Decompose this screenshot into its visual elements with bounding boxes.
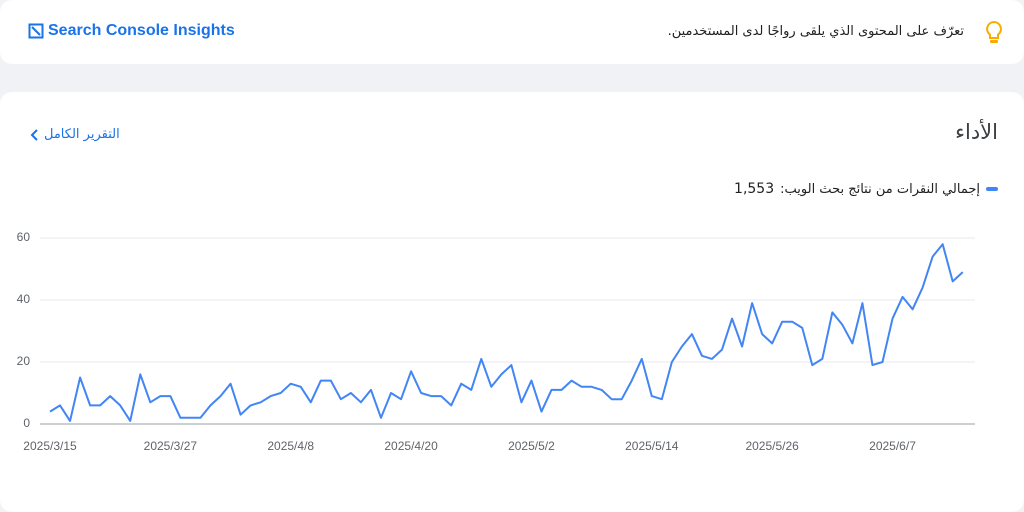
brand-icon: [28, 23, 44, 39]
line-series: [49, 243, 964, 422]
chevron: [30, 128, 38, 141]
full-report-link[interactable]: التقرير الكامل: [30, 127, 120, 142]
x-tick-label: 2025/3/27: [144, 439, 198, 453]
x-tick-label: 2025/5/26: [745, 439, 799, 453]
x-tick-label: 2025/5/14: [625, 439, 679, 453]
brand-name: Search Console Insights: [48, 22, 235, 39]
bulb-icon: [986, 20, 1002, 43]
x-tick-label: 2025/4/8: [267, 439, 314, 453]
y-tick-label: 0: [23, 416, 30, 430]
legend-total: 1,553: [734, 181, 775, 197]
legend-label: إجمالي النقرات من نتائج بحث الويب:: [780, 181, 980, 197]
top-bar: Search Console Insights تعرّف على المحتو…: [0, 0, 1024, 64]
y-tick-label: 20: [17, 354, 31, 368]
x-tick-label: 2025/3/15: [23, 439, 77, 453]
x-tick-label: 2025/4/20: [384, 439, 438, 453]
brand[interactable]: Search Console Insights: [28, 22, 235, 40]
legend: إجمالي النقرات من نتائج بحث الويب: 1,553: [734, 181, 998, 197]
y-tick-label: 40: [17, 292, 31, 306]
link-text[interactable]: التقرير الكامل: [44, 127, 120, 142]
legend-swatch: [986, 187, 998, 191]
x-tick-label: 2025/6/7: [869, 439, 916, 453]
card-title: الأداء: [955, 120, 998, 144]
chart: 0 20 40 60 2025/3/15 2025/3/27 2025/4/8 2025/4/…: [17, 230, 975, 453]
x-tick-label: 2025/5/2: [508, 439, 555, 453]
y-tick-label: 60: [17, 230, 31, 244]
tip-text: تعرّف على المحتوى الذي يلقى رواجًا لدى ا…: [667, 24, 964, 39]
performance-card: الأداء التقرير الكامل إجمالي النقرات من …: [0, 92, 1024, 512]
